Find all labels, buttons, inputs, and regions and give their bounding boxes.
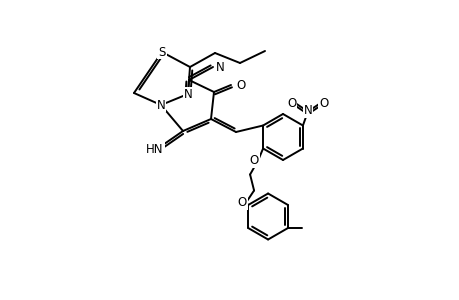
Text: HN: HN — [146, 142, 163, 155]
Text: N: N — [156, 98, 165, 112]
Text: O: O — [319, 97, 328, 110]
Text: O: O — [237, 196, 246, 209]
Text: N: N — [216, 61, 224, 74]
Text: O: O — [249, 154, 258, 167]
Text: N: N — [183, 88, 192, 100]
Text: N: N — [303, 104, 312, 117]
Text: S: S — [158, 46, 165, 59]
Text: O: O — [235, 79, 245, 92]
Text: O: O — [287, 97, 296, 110]
